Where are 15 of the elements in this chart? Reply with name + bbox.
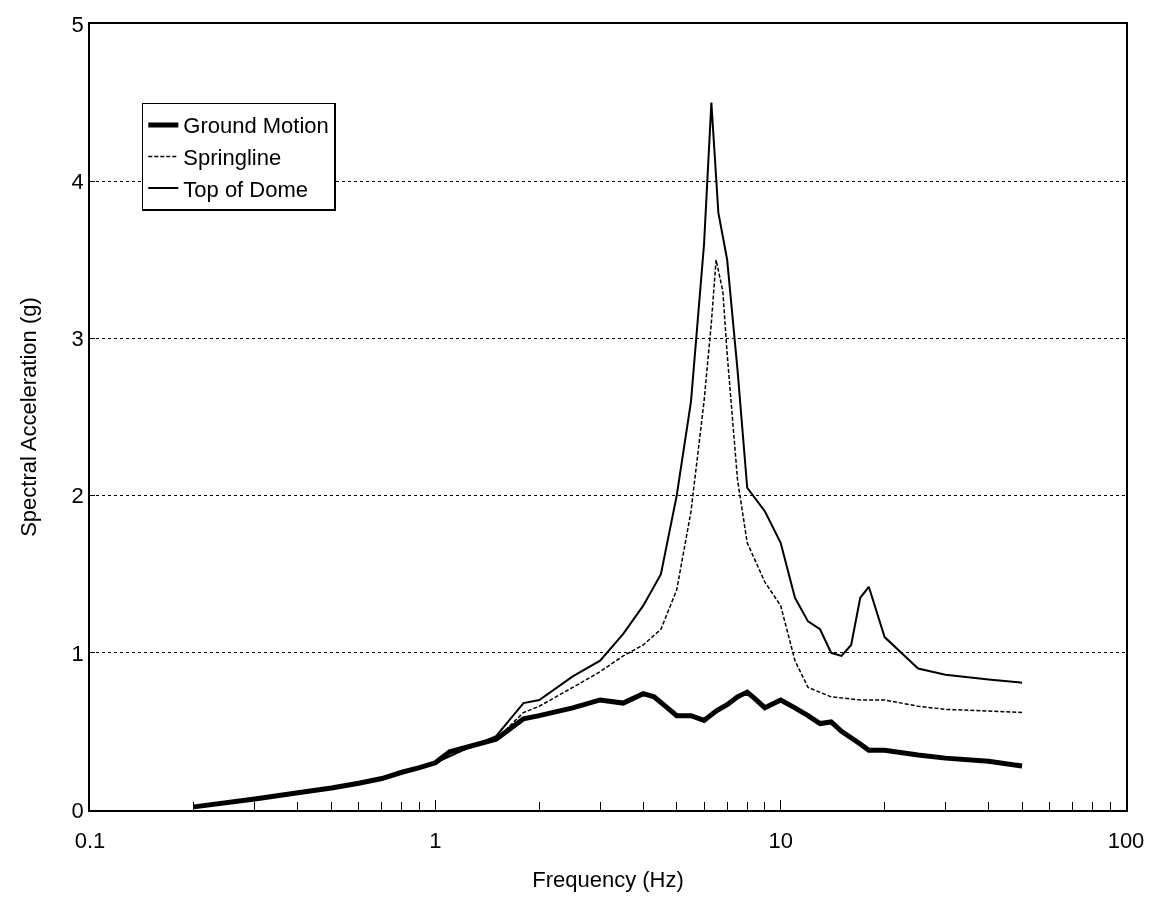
legend-label: Ground Motion (183, 113, 329, 139)
y-tick-label: 0 (71, 797, 84, 823)
y-tick-label: 4 (71, 168, 84, 194)
y-tick-label: 3 (71, 326, 84, 352)
x-tick-label: 1 (429, 828, 442, 854)
x-tick-label: 0.1 (74, 828, 106, 854)
y-tick-label: 5 (71, 11, 84, 37)
legend-label: Top of Dome (183, 176, 309, 202)
legend-label: Springline (183, 145, 282, 171)
y-axis-title: Spectral Acceleration (g) (15, 297, 41, 537)
x-axis-title: Frequency (Hz) (532, 866, 684, 892)
y-tick-label: 2 (71, 483, 84, 509)
x-tick-label: 10 (768, 828, 793, 854)
x-tick-label: 100 (1107, 828, 1145, 854)
y-tick-label: 1 (71, 640, 84, 666)
